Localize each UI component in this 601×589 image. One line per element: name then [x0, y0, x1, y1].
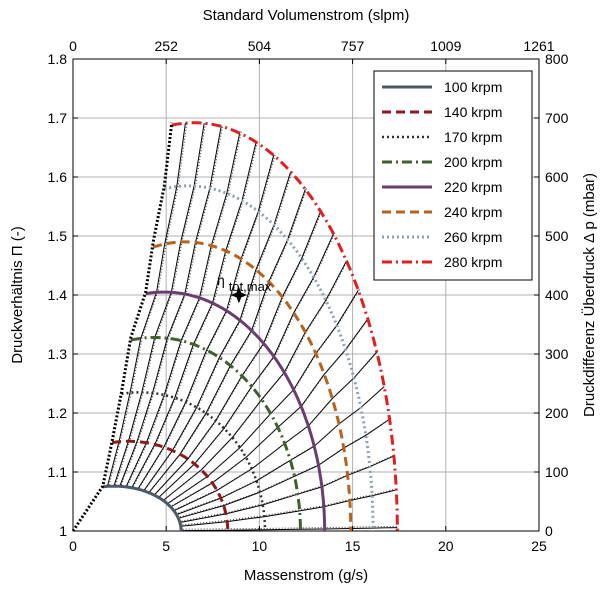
legend-label: 260 krpm	[444, 229, 502, 245]
operating-line-measured	[127, 131, 242, 486]
operating-line	[173, 351, 378, 512]
operating-line-measured	[164, 259, 349, 500]
legend-box	[373, 70, 533, 281]
right-y-axis-title: Druckdifferenz Überdruck Δ p (mbar)	[580, 173, 598, 417]
operating-line-measured	[138, 153, 276, 488]
x-tick-label: 5	[162, 538, 170, 554]
speed-line-240-krpm	[152, 240, 353, 531]
x-tick-label: 25	[531, 538, 547, 554]
legend-label: 170 krpm	[444, 129, 502, 145]
y-tick-label: 1.5	[48, 228, 68, 244]
operating-line	[181, 527, 398, 532]
operating-line-measured	[155, 209, 323, 495]
operating-line	[153, 211, 322, 496]
operating-line-measured	[132, 140, 259, 487]
operating-line-measured	[150, 187, 308, 492]
operating-line	[119, 126, 222, 487]
y-tick-label: 1.7	[48, 110, 68, 126]
grid-lines	[73, 59, 539, 531]
legend-label: 200 krpm	[444, 154, 502, 170]
right-y-tick-label: 300	[545, 346, 569, 362]
legend: 100 krpm 140 krpm 170 krpm 200 krpm 220 krpm…	[373, 70, 533, 281]
y-tick-label: 1.6	[48, 169, 68, 185]
right-y-tick-label: 600	[545, 169, 569, 185]
right-y-tick-label: 200	[545, 405, 569, 421]
operating-line	[131, 142, 257, 489]
speed-line-140-krpm	[111, 439, 230, 531]
y-tick-label: 1.4	[48, 287, 68, 303]
operating-line	[179, 455, 395, 523]
legend-label: 100 krpm	[444, 79, 502, 95]
x-axis-title: Massenstrom (g/s)	[244, 567, 368, 584]
efficiency-annotation-symbol: η	[217, 272, 225, 288]
operating-line	[180, 489, 397, 527]
top-x-tick-label: 252	[155, 38, 179, 54]
y-tick-label: 1	[59, 523, 67, 539]
x-tick-label: 0	[69, 538, 77, 554]
operating-line	[178, 418, 390, 519]
y-tick-label: 1.2	[48, 405, 68, 421]
operating-line	[125, 132, 241, 488]
y-axis-title: Druckverhältnis Π (-)	[9, 226, 26, 364]
right-y-tick-label: 800	[545, 51, 569, 67]
operating-line	[106, 123, 186, 487]
speed-line-200-krpm	[130, 336, 302, 531]
right-y-tick-label: 400	[545, 287, 569, 303]
operating-line	[137, 155, 275, 490]
right-y-tick-label: 0	[545, 523, 553, 539]
right-y-tick-label: 100	[545, 464, 569, 480]
top-x-tick-label: 504	[248, 38, 272, 54]
x-tick-label: 20	[438, 538, 454, 554]
y-tick-label: 1.8	[48, 51, 68, 67]
speed-line-280-krpm	[171, 121, 399, 531]
top-x-tick-label: 1261	[523, 38, 554, 54]
speed-line-100-krpm	[102, 484, 183, 531]
speed-line-170-krpm	[121, 391, 267, 531]
operating-line	[143, 171, 292, 492]
efficiency-annotation-subscript: tot,max	[229, 279, 272, 294]
top-x-tick-label: 757	[341, 38, 365, 54]
top-x-tick-label: 1009	[430, 38, 461, 54]
top-x-tick-label: 0	[69, 38, 77, 54]
max-efficiency-marker	[230, 286, 248, 304]
operating-line-measured	[182, 488, 399, 526]
right-y-tick-label: 700	[545, 110, 569, 126]
legend-label: 140 krpm	[444, 104, 502, 120]
y-tick-label: 1.1	[48, 464, 68, 480]
legend-label: 220 krpm	[444, 179, 502, 195]
top-x-axis-title: Standard Volumenstrom (slpm)	[203, 7, 410, 24]
speed-lines	[71, 121, 399, 532]
surge-line	[71, 122, 174, 532]
operating-line	[113, 123, 205, 487]
x-tick-label: 15	[345, 538, 361, 554]
efficiency-annotation-label: η tot,max	[217, 272, 272, 294]
operating-line-measured	[159, 232, 336, 497]
operating-line-measured	[175, 350, 379, 510]
legend-label: 280 krpm	[444, 254, 502, 270]
efficiency-annotation: η tot,max	[217, 272, 272, 304]
y-tick-label: 1.3	[48, 346, 68, 362]
operating-line-measured	[177, 384, 387, 514]
right-y-tick-label: 500	[545, 228, 569, 244]
x-tick-label: 10	[252, 538, 268, 554]
operating-line-measured	[144, 170, 293, 490]
operating-line-rays	[106, 121, 399, 532]
operating-line	[148, 189, 306, 494]
operating-line-measured	[108, 121, 188, 486]
legend-label: 240 krpm	[444, 204, 502, 220]
speed-line-220-krpm	[145, 290, 327, 531]
legend-items: 100 krpm 140 krpm 170 krpm 200 krpm 220 krpm…	[382, 79, 502, 270]
